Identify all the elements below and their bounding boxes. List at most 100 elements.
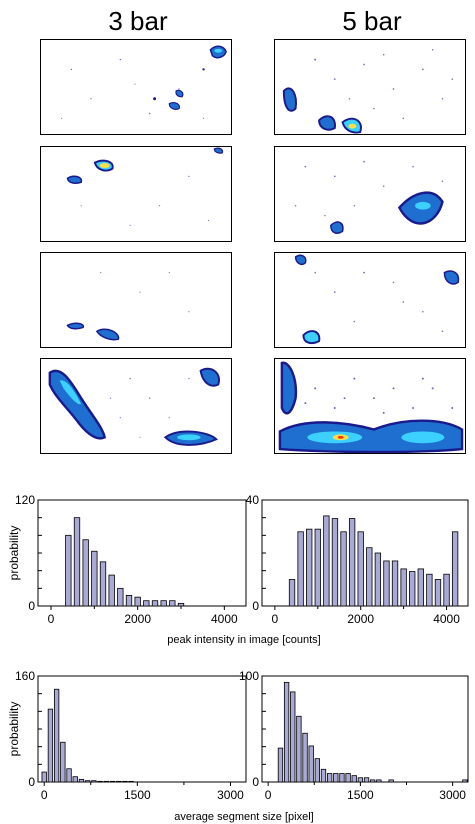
histogram-bar <box>388 779 394 783</box>
y-tick-label: 100 <box>239 669 259 683</box>
histogram-bar <box>97 780 103 783</box>
histogram-bar <box>91 780 97 783</box>
x-tick-label: 2000 <box>124 612 151 626</box>
image-panel-5bar-4 <box>274 358 466 454</box>
x-tick-label: 3000 <box>439 788 466 802</box>
x-tick-label: 4000 <box>211 612 238 626</box>
histogram-bar <box>370 779 376 783</box>
image-panel-3bar-3 <box>40 252 232 348</box>
x-tick-label: 4000 <box>433 612 460 626</box>
histogram-bar <box>288 579 296 607</box>
histogram-bar <box>277 747 284 783</box>
histogram-bar <box>85 780 91 783</box>
intensity-map <box>294 160 444 234</box>
image-panel-3bar-4 <box>40 358 232 454</box>
x-tick-label: 1500 <box>124 788 151 802</box>
histogram-bar <box>376 779 382 783</box>
histogram-bar <box>326 773 333 783</box>
histogram-bar <box>331 518 339 607</box>
y-axis-label: probability <box>7 702 21 757</box>
intensity-map <box>60 45 227 119</box>
histogram-bar <box>383 560 390 607</box>
histogram-bar <box>340 531 347 607</box>
histogram-bar <box>434 579 442 607</box>
histogram-bar <box>391 560 399 607</box>
intensity-map <box>66 147 224 226</box>
plot-frame <box>37 675 247 783</box>
image-panel-3bar-2 <box>40 146 232 242</box>
column-title-5bar: 5 bar <box>342 6 402 36</box>
histogram-bar <box>451 531 459 607</box>
image-panel-3bar-1 <box>40 39 232 135</box>
histogram-bar <box>308 745 314 783</box>
histogram-bar <box>417 568 424 607</box>
column-title-3bar: 3 bar <box>108 6 168 36</box>
histogram-bar <box>462 779 468 783</box>
x-tick-label: 0 <box>265 788 272 802</box>
histogram-bar <box>339 773 345 783</box>
histogram-bar <box>374 552 382 607</box>
histogram-bar <box>66 768 72 783</box>
y-tick-label: 120 <box>15 493 35 507</box>
histogram-bar <box>122 780 128 783</box>
x-tick-label: 3000 <box>217 788 244 802</box>
xlabel-size: average segment size [pixel] <box>174 811 313 823</box>
histogram-bar <box>160 600 167 607</box>
x-tick-label: 0 <box>272 612 279 626</box>
histogram-bar <box>357 531 364 607</box>
intensity-map <box>66 271 190 341</box>
histogram-bar <box>53 688 60 783</box>
histogram-bar <box>314 758 320 783</box>
histogram-bar <box>41 771 47 783</box>
histogram-bar <box>400 568 407 607</box>
y-tick-label: 0 <box>252 599 259 613</box>
histogram-bar <box>108 574 115 607</box>
histogram-bar <box>125 595 133 607</box>
histogram-bar <box>169 600 176 607</box>
histogram-bar <box>314 528 321 607</box>
histogram-bar <box>47 708 54 783</box>
x-tick-label: 1500 <box>347 788 374 802</box>
histogram-bar <box>333 773 339 783</box>
y-tick-label: 0 <box>252 775 259 789</box>
y-tick-label: 40 <box>246 493 260 507</box>
x-tick-label: 0 <box>48 612 55 626</box>
image-panel-5bar-3 <box>274 252 466 348</box>
x-tick-label: 2000 <box>347 612 374 626</box>
histogram-bar <box>306 528 313 607</box>
intensity-map <box>278 361 464 453</box>
histogram-bar <box>409 571 416 607</box>
histogram-bar <box>73 517 81 607</box>
histogram-bar <box>302 732 308 783</box>
histogram-bar <box>91 550 98 607</box>
histogram-bar <box>345 773 351 783</box>
histogram-bar <box>283 681 290 783</box>
histogram-bar <box>366 547 373 607</box>
intensity-map <box>294 254 460 345</box>
histogram-bar <box>78 778 85 783</box>
histogram-bar <box>443 573 450 607</box>
y-axis-label: probability <box>7 526 21 581</box>
histogram-bar <box>72 776 78 783</box>
y-tick-label: 0 <box>28 599 35 613</box>
histogram-bar <box>99 561 107 607</box>
histogram-bar <box>60 741 66 783</box>
histogram-bar <box>109 780 116 783</box>
histogram-bar <box>290 691 296 783</box>
histogram-bar <box>426 573 433 607</box>
histogram-bar <box>297 531 304 607</box>
histogram-bar <box>116 780 122 783</box>
histogram-bar <box>103 780 109 783</box>
x-tick-label: 0 <box>41 788 48 802</box>
histogram-bar <box>351 775 357 783</box>
histogram-bar <box>363 777 370 783</box>
histogram-bar <box>323 515 330 607</box>
histogram-bar <box>296 715 302 783</box>
histogram-bar <box>65 534 72 607</box>
histogram-bar <box>117 587 124 607</box>
histogram-bar <box>357 777 364 783</box>
xlabel-peak: peak intensity in image [counts] <box>167 634 320 646</box>
histogram-bar <box>134 596 141 607</box>
histogram-bar <box>348 518 356 607</box>
